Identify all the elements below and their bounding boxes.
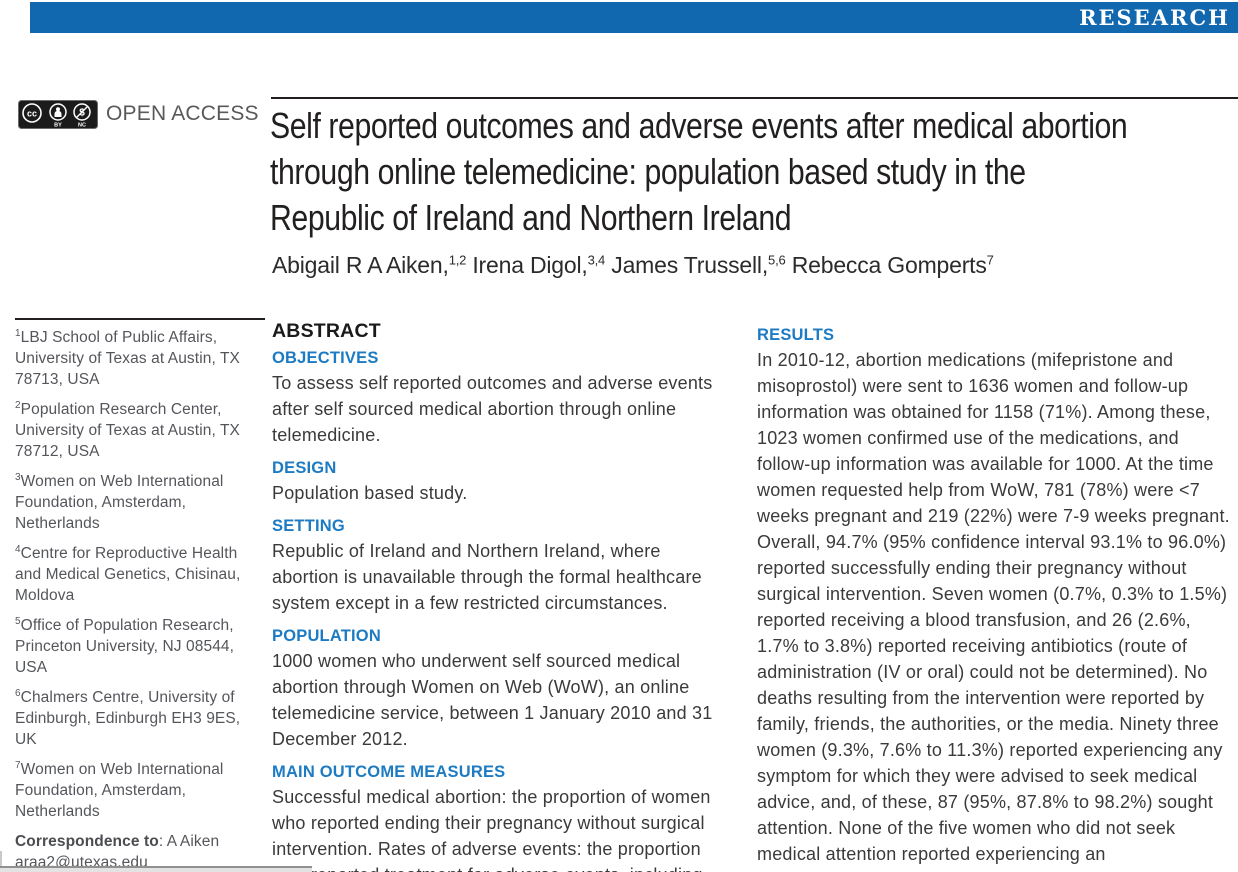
abstract-column: ABSTRACT OBJECTIVES To assess self repor…	[272, 320, 732, 872]
open-access-badge: cc BY $ NC OPEN ACCESS	[18, 99, 259, 129]
affiliation-2: 2Population Research Center, University …	[15, 399, 265, 462]
affiliation-text: LBJ School of Public Affairs, University…	[15, 329, 240, 388]
affiliation-text: Women on Web International Foundation, A…	[15, 761, 224, 820]
affiliation-number: 1	[15, 327, 21, 339]
research-banner: RESEARCH	[30, 2, 1238, 33]
svg-text:NC: NC	[78, 122, 86, 128]
affiliations-sidebar: 1LBJ School of Public Affairs, Universit…	[15, 318, 265, 872]
affiliation-6: 6Chalmers Centre, University of Edinburg…	[15, 687, 265, 750]
correspondence-label: Correspondence to	[15, 833, 159, 850]
affiliation-number: 3	[15, 471, 21, 483]
affiliation-text: Women on Web International Foundation, A…	[15, 473, 224, 532]
objectives-text: To assess self reported outcomes and adv…	[272, 373, 713, 445]
main-outcome-measures-text: Successful medical abortion: the proport…	[272, 787, 711, 872]
paper-title-line-2: through online telemedicine: population …	[270, 151, 1026, 192]
affiliation-number: 4	[15, 543, 21, 555]
research-banner-label: RESEARCH	[1079, 5, 1230, 30]
paper-title-line-1: Self reported outcomes and adverse event…	[270, 105, 1128, 146]
results-text: In 2010-12, abortion medications (mifepr…	[757, 350, 1230, 864]
title-divider	[271, 97, 1238, 99]
objectives-heading: OBJECTIVES	[272, 349, 379, 367]
author-name: Abigail R A Aiken,	[272, 252, 449, 278]
creative-commons-by-nc-icon: cc BY $ NC	[18, 99, 98, 129]
viewport-bottom-edge-fill	[0, 868, 312, 872]
author-name: Irena Digol,	[466, 252, 588, 278]
affiliation-number: 2	[15, 399, 21, 411]
affiliation-1: 1LBJ School of Public Affairs, Universit…	[15, 327, 265, 390]
svg-text:BY: BY	[54, 122, 62, 128]
abstract-heading: ABSTRACT	[272, 320, 381, 342]
affiliation-number: 6	[15, 687, 21, 699]
population-heading: POPULATION	[272, 627, 381, 645]
author-affil-ref: 3,4	[587, 252, 606, 268]
affiliation-text: Office of Population Research, Princeton…	[15, 617, 235, 676]
affiliation-text: Centre for Reproductive Health and Medic…	[15, 545, 241, 604]
svg-text:$: $	[79, 107, 85, 118]
affiliation-3: 3Women on Web International Foundation, …	[15, 471, 265, 534]
population-text: 1000 women who underwent self sourced me…	[272, 651, 713, 749]
affiliation-text: Population Research Center, University o…	[15, 401, 240, 460]
viewport-left-edge	[0, 851, 2, 872]
paper-title: Self reported outcomes and adverse event…	[270, 103, 1238, 241]
results-column: RESULTS In 2010-12, abortion medications…	[757, 320, 1237, 867]
author-affil-ref: 5,6	[768, 252, 786, 268]
affiliation-number: 5	[15, 615, 21, 627]
design-heading: DESIGN	[272, 459, 337, 477]
author-affil-ref: 7	[986, 252, 994, 268]
open-access-label: OPEN ACCESS	[106, 102, 259, 125]
design-text: Population based study.	[272, 483, 468, 503]
affiliation-7: 7Women on Web International Foundation, …	[15, 759, 265, 822]
affiliation-number: 7	[15, 759, 21, 771]
setting-heading: SETTING	[272, 517, 345, 535]
affiliation-text: Chalmers Centre, University of Edinburgh…	[15, 689, 241, 748]
svg-text:cc: cc	[27, 108, 37, 118]
affiliation-5: 5Office of Population Research, Princeto…	[15, 615, 265, 678]
author-line: Abigail R A Aiken,1,2 Irena Digol,3,4 Ja…	[272, 252, 1238, 279]
affiliation-4: 4Centre for Reproductive Health and Medi…	[15, 543, 265, 606]
author-name: Rebecca Gomperts	[785, 252, 987, 278]
viewport-bottom-edge-line	[0, 866, 312, 868]
paper-title-line-3: Republic of Ireland and Northern Ireland	[270, 197, 792, 238]
results-heading: RESULTS	[757, 326, 835, 344]
author-name: James Trussell,	[605, 252, 769, 278]
author-affil-ref: 1,2	[448, 252, 467, 268]
main-outcome-measures-heading: MAIN OUTCOME MEASURES	[272, 763, 506, 781]
setting-text: Republic of Ireland and Northern Ireland…	[272, 541, 702, 613]
